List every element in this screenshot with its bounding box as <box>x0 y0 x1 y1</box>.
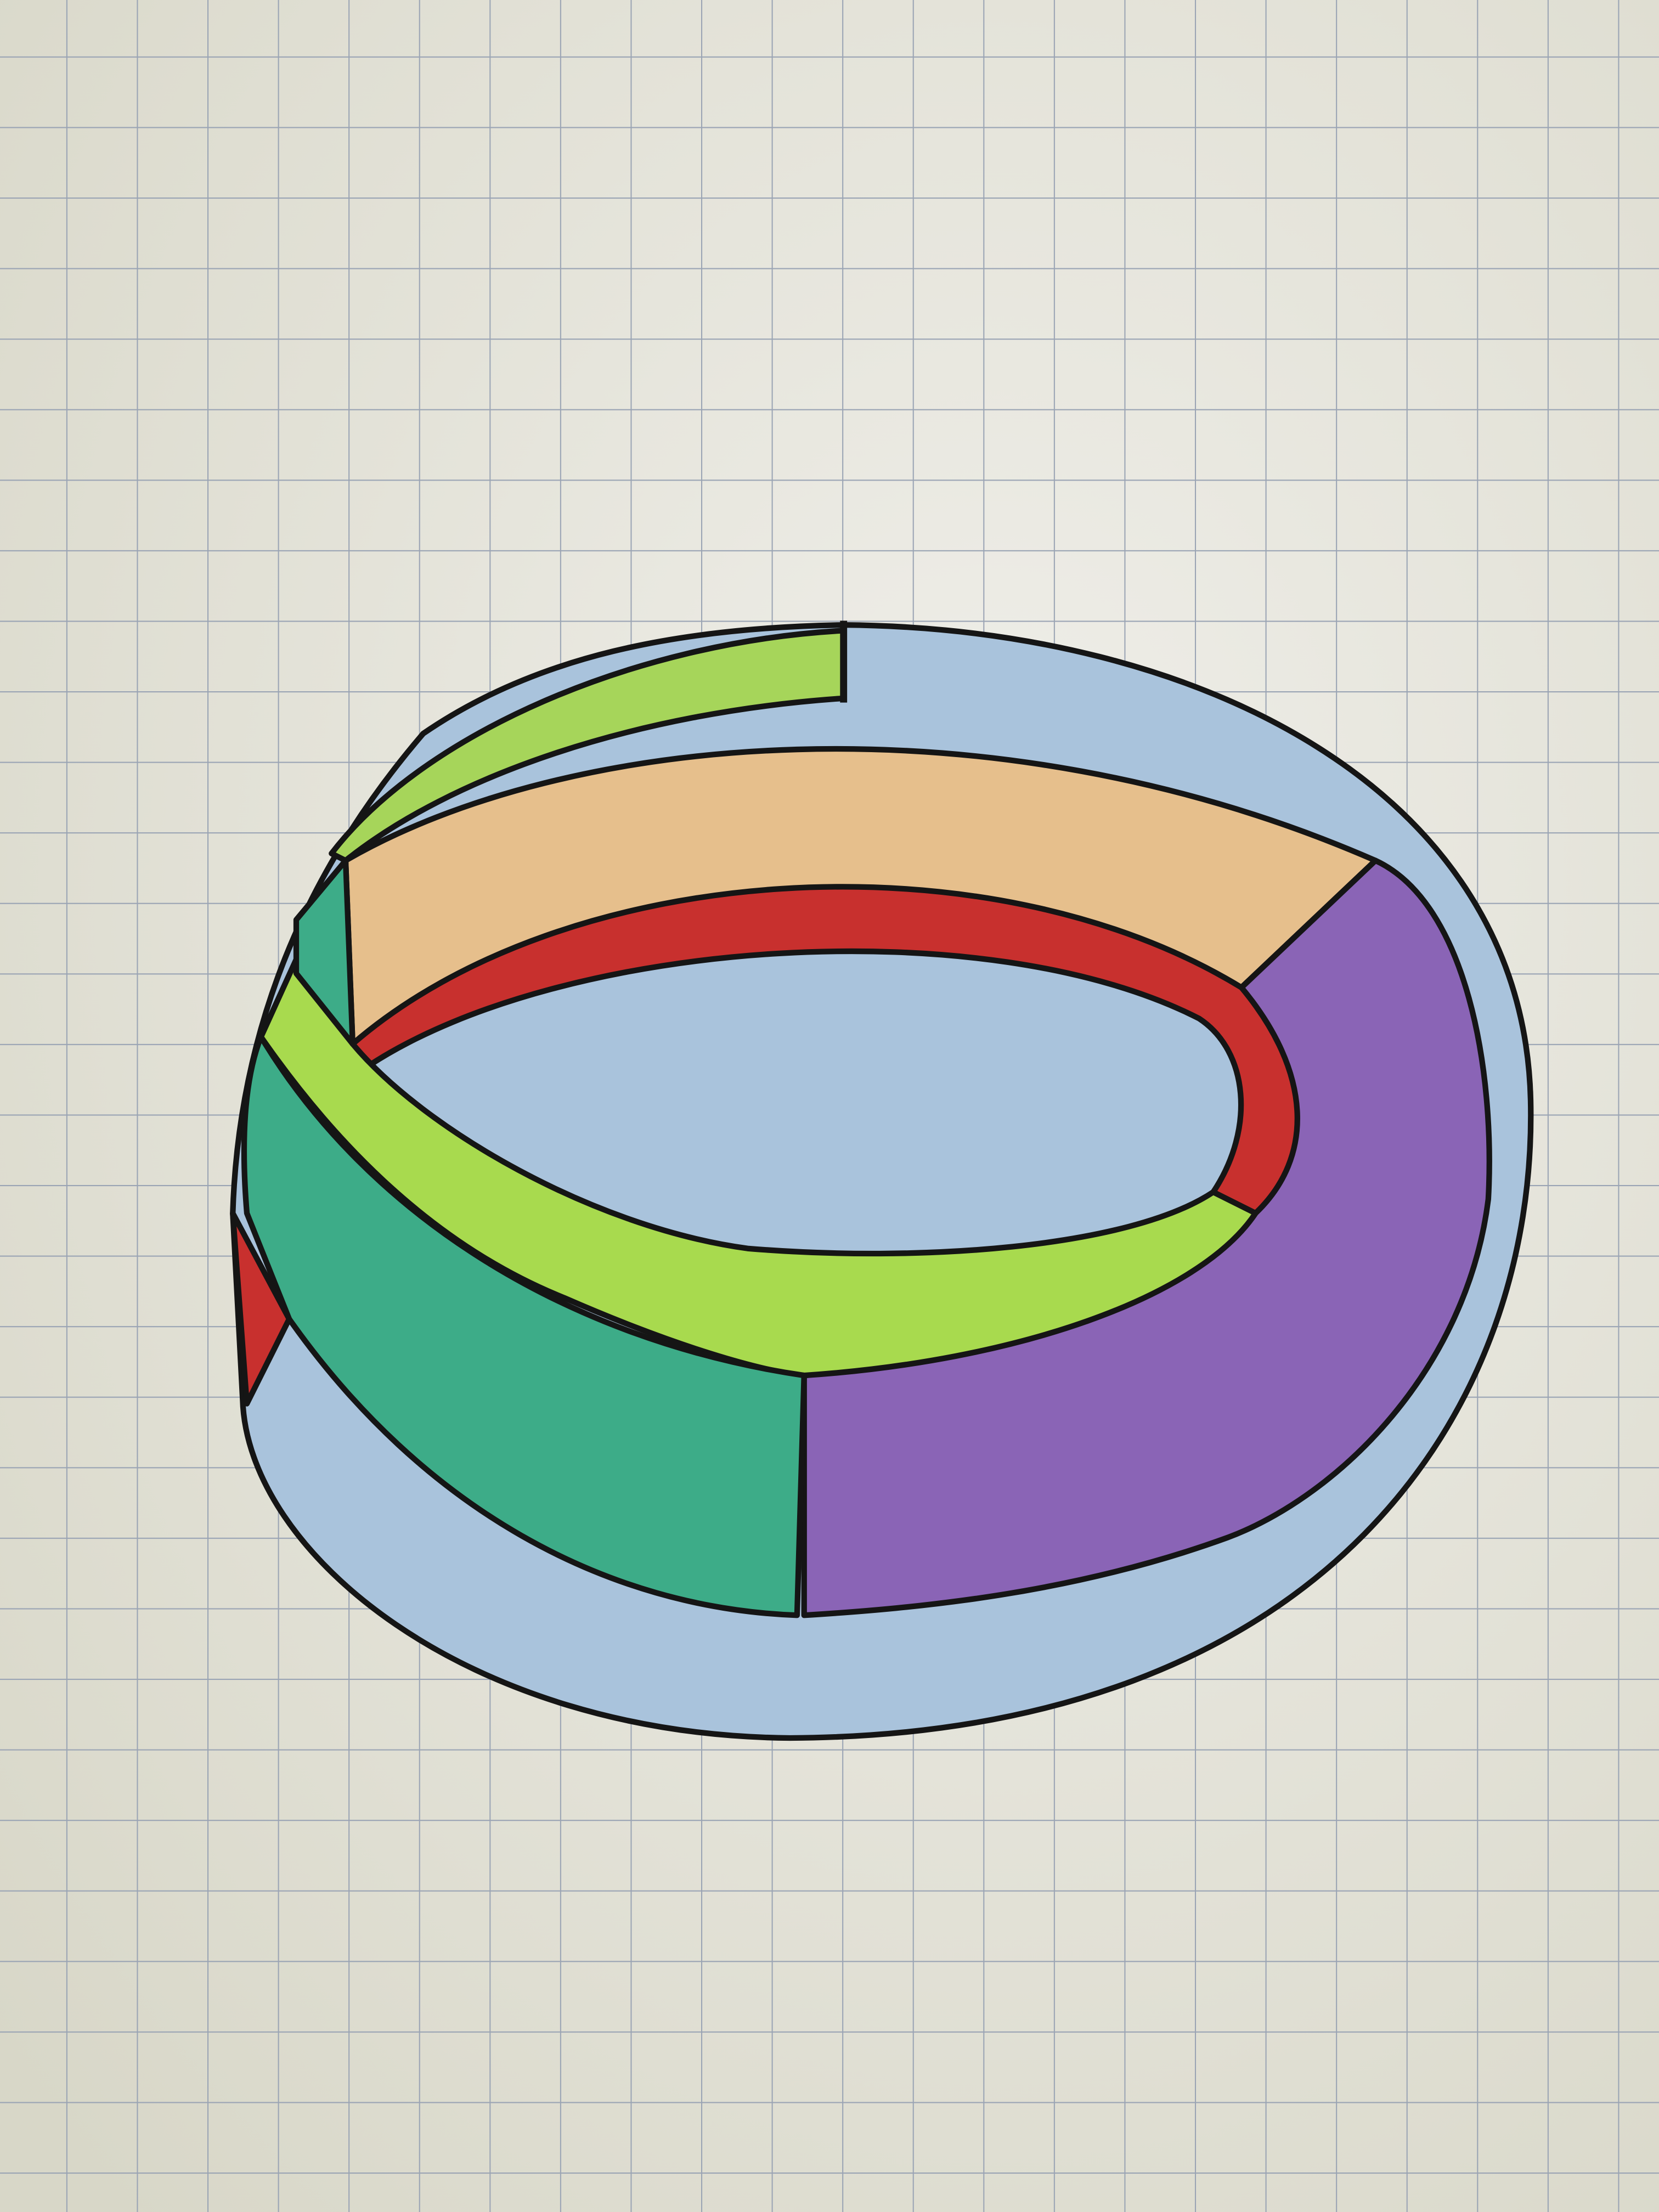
green-front-rim <box>258 956 1259 1379</box>
teal-left-piece <box>293 857 356 1047</box>
teal-front-wall <box>241 1034 807 1618</box>
divider-line <box>1239 858 1378 990</box>
red-left-piece <box>230 1210 292 1407</box>
